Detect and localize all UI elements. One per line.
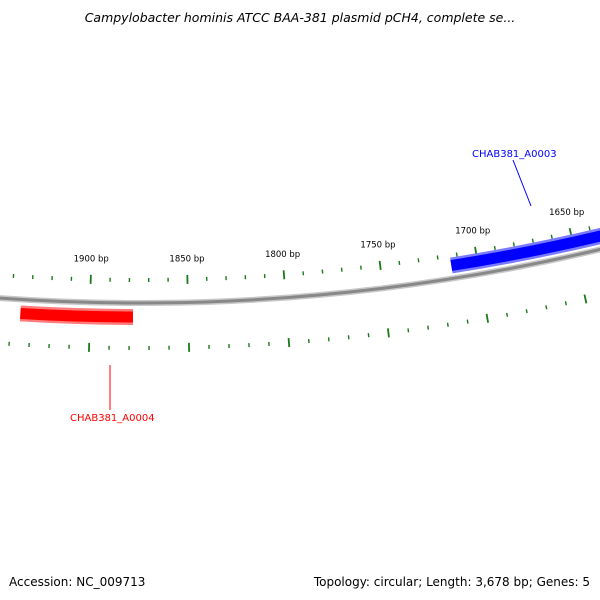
inner-ring-minor-tick (427, 325, 430, 330)
outer-ring-major-tick (378, 260, 382, 270)
tick-label: 1650 bp (549, 208, 584, 218)
accession-text: Accession: NC_009713 (9, 575, 146, 589)
inner-ring-major-tick (583, 294, 588, 304)
inner-ring-minor-tick (505, 312, 509, 317)
outer-ring-minor-tick (531, 238, 534, 243)
gene-label-leader-line (512, 159, 532, 207)
inner-ring-major-tick (287, 338, 291, 348)
inner-ring-minor-tick (407, 328, 410, 333)
topology-summary-text: Topology: circular; Length: 3,678 bp; Ge… (313, 575, 590, 589)
gene-arc-chab381-a0003[interactable] (450, 230, 600, 271)
gene-label-chab381-a0004[interactable]: CHAB381_A0004 (70, 413, 155, 424)
gene-arc-chab381-a0004[interactable] (20, 307, 133, 323)
inner-ring-minor-tick (564, 301, 567, 306)
tick-label: 1800 bp (265, 250, 300, 260)
outer-ring-minor-tick (417, 258, 420, 263)
inner-ring-minor-tick (545, 305, 548, 310)
inner-ring-minor-tick (525, 309, 528, 314)
outer-ring-minor-tick (398, 260, 401, 266)
outer-ring-minor-tick (588, 226, 591, 231)
outer-ring-major-tick (282, 270, 286, 280)
outer-ring-minor-tick (493, 245, 496, 251)
inner-ring-minor-tick (466, 319, 469, 324)
inner-ring-minor-tick (446, 322, 449, 327)
inner-ring-major-tick (386, 328, 390, 338)
outer-ring-minor-tick (436, 255, 439, 260)
tick-label-group: 1650 bp 1700 bp 1750 bp 1800 bp 1850 bp 1900 … (74, 208, 585, 264)
inner-tick-ring (8, 294, 588, 352)
plasmid-backbone (0, 247, 600, 305)
tick-label: 1850 bp (169, 254, 204, 264)
tick-label: 1750 bp (360, 241, 395, 251)
tick-label: 1700 bp (455, 227, 490, 237)
outer-ring-minor-tick (550, 234, 553, 239)
outer-tick-ring (12, 226, 591, 284)
gene-label-chab381-a0003[interactable]: CHAB381_A0003 (472, 149, 557, 160)
map-title: Campylobacter hominis ATCC BAA-381 plasm… (84, 10, 516, 25)
tick-label: 1900 bp (74, 254, 109, 264)
outer-ring-minor-tick (512, 242, 515, 247)
inner-ring-major-tick (485, 313, 489, 323)
outer-ring-minor-tick (455, 252, 458, 257)
